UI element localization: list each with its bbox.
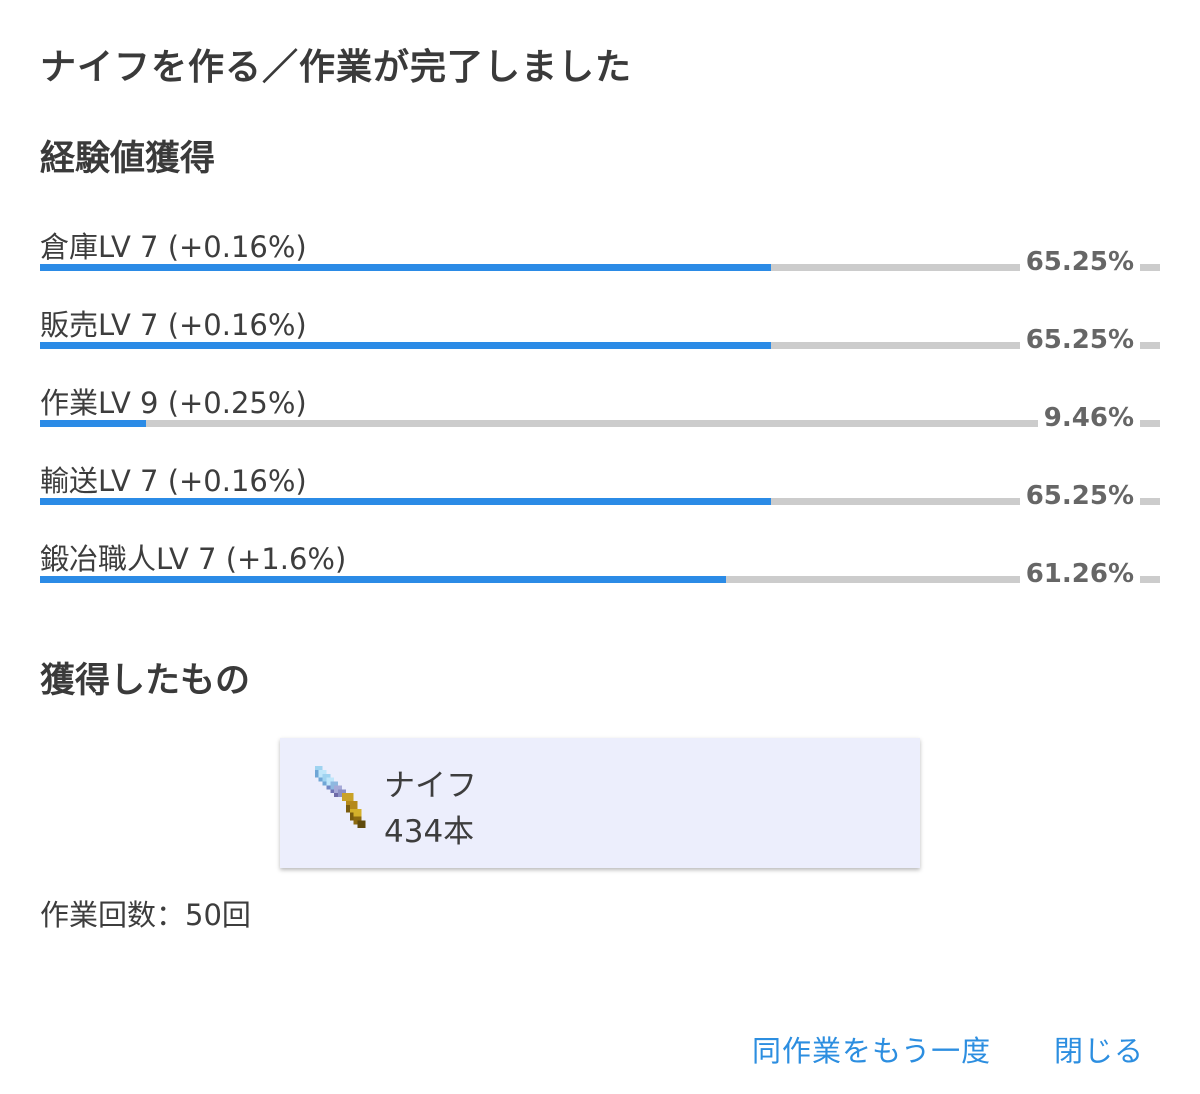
progress-percent: 65.25% (1019, 324, 1140, 356)
obtained-items-heading: 獲得したもの (40, 661, 251, 701)
progress-bar-fill (40, 576, 727, 583)
progress-bar-track (40, 264, 1160, 271)
item-count: 434本 (384, 814, 475, 850)
skill-row-work: 作業LV 9 (+0.25%) 9.46% (40, 380, 1160, 440)
progress-percent: 9.46% (1037, 402, 1140, 434)
progress-bar-fill (40, 342, 771, 349)
skill-label: 輸送LV 7 (+0.16%) (40, 464, 307, 498)
skill-label: 倉庫LV 7 (+0.16%) (40, 230, 307, 264)
skill-row-blacksmith: 鍛冶職人LV 7 (+1.6%) 61.26% (40, 536, 1160, 596)
skill-label: 作業LV 9 (+0.25%) (40, 386, 307, 420)
progress-bar-fill (40, 498, 771, 505)
dialog-title: ナイフを作る／作業が完了しました (40, 47, 633, 88)
skill-row-sales: 販売LV 7 (+0.16%) 65.25% (40, 302, 1160, 362)
skill-label: 販売LV 7 (+0.16%) (40, 308, 307, 342)
close-button[interactable]: 閉じる (1054, 1028, 1144, 1070)
knife-icon (314, 766, 366, 829)
skill-label: 鍛冶職人LV 7 (+1.6%) (40, 542, 347, 576)
skill-row-warehouse: 倉庫LV 7 (+0.16%) 65.25% (40, 224, 1160, 284)
item-name: ナイフ (384, 768, 477, 804)
item-card-knife[interactable]: ナイフ 434本 (280, 738, 920, 868)
work-count-text: 作業回数：50回 (40, 898, 251, 932)
progress-bar-track (40, 576, 1160, 583)
progress-percent: 61.26% (1019, 558, 1140, 590)
progress-bar-track (40, 498, 1160, 505)
progress-bar-fill (40, 264, 771, 271)
progress-percent: 65.25% (1019, 480, 1140, 512)
progress-bar-track (40, 342, 1160, 349)
repeat-work-button[interactable]: 同作業をもう一度 (752, 1028, 991, 1070)
progress-bar-fill (40, 420, 146, 427)
progress-bar-track (40, 420, 1160, 427)
skill-row-transport: 輸送LV 7 (+0.16%) 65.25% (40, 458, 1160, 518)
progress-percent: 65.25% (1019, 246, 1140, 278)
experience-heading: 経験値獲得 (40, 139, 216, 179)
